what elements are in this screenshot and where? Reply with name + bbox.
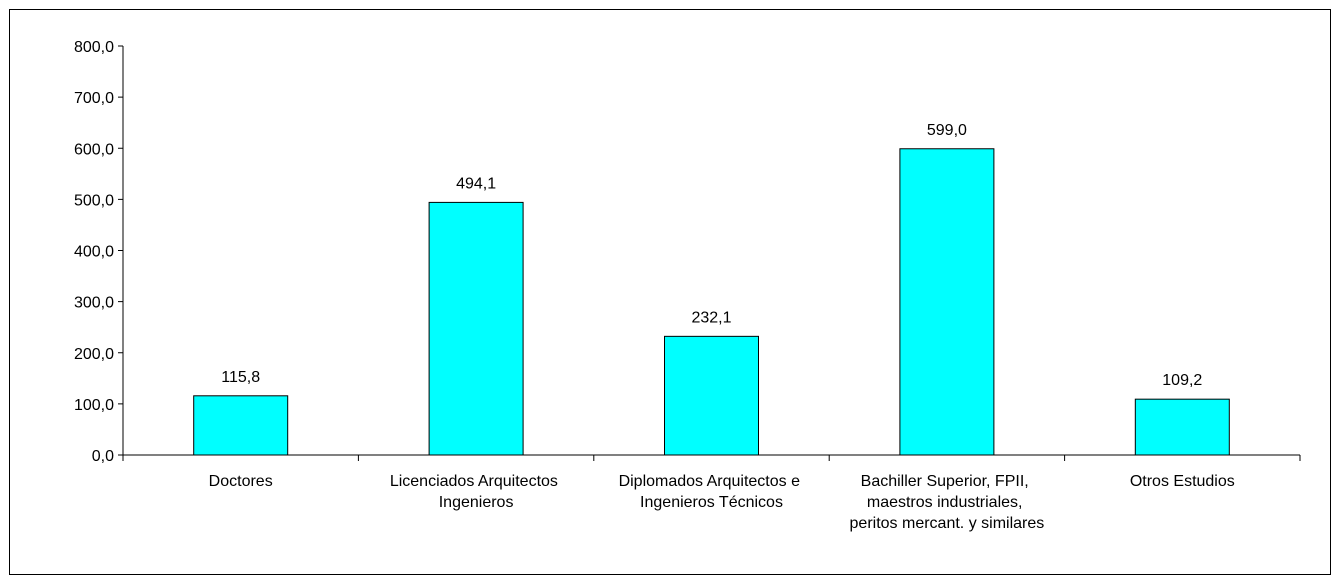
y-tick-label: 200,0: [74, 346, 114, 363]
value-label: 232,1: [691, 309, 731, 326]
y-tick-label: 400,0: [74, 244, 114, 261]
bar: [899, 148, 995, 456]
bar: [1134, 398, 1230, 456]
x-tick-label: Licenciados Arquitectos Ingenieros: [390, 473, 563, 511]
value-label: 109,2: [1162, 372, 1202, 389]
x-tick-label: Diplomados Arquitectos e Ingenieros Técn…: [619, 473, 805, 511]
value-label: 115,8: [221, 369, 260, 386]
bar: [193, 395, 289, 456]
y-tick-label: 600,0: [74, 141, 114, 158]
bar: [664, 335, 759, 456]
value-label: 494,1: [456, 175, 496, 192]
y-tick-label: 500,0: [74, 192, 114, 209]
value-label: 599,0: [927, 122, 967, 139]
bar: [428, 201, 524, 456]
y-tick-label: 0,0: [92, 448, 114, 465]
y-tick-label: 700,0: [74, 90, 114, 107]
x-tick-label: Doctores: [209, 473, 273, 490]
x-tick-label: Bachiller Superior, FPII, maestros indus…: [850, 473, 1045, 532]
chart-frame: [9, 9, 1331, 575]
x-tick-label: Otros Estudios: [1130, 473, 1235, 490]
y-tick-label: 800,0: [74, 39, 114, 56]
y-tick-label: 300,0: [74, 295, 114, 312]
y-tick-label: 100,0: [74, 397, 114, 414]
